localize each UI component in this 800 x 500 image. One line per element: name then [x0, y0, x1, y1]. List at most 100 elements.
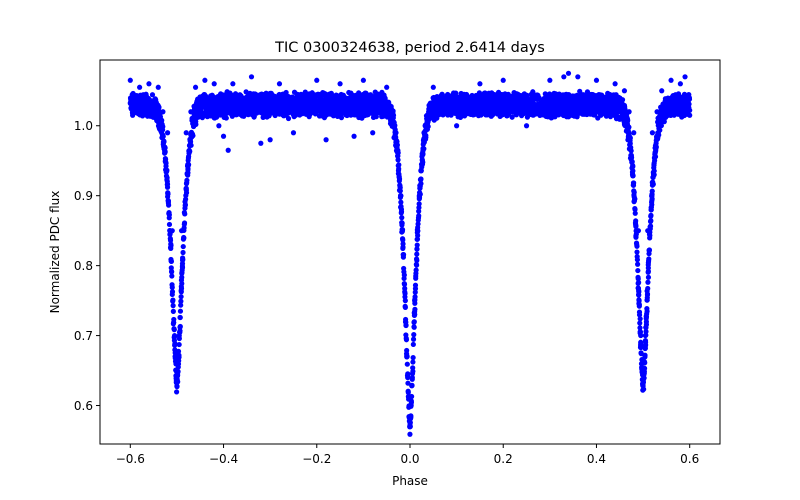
data-point: [290, 130, 297, 136]
data-point: [173, 368, 179, 374]
data-point: [464, 99, 470, 105]
data-point: [165, 190, 171, 197]
data-point: [127, 77, 133, 83]
data-point: [659, 88, 665, 94]
data-point: [358, 102, 364, 108]
data-point: [386, 99, 392, 105]
data-point: [247, 98, 253, 104]
data-point: [533, 111, 539, 117]
data-point: [561, 105, 567, 111]
data-point: [321, 105, 327, 111]
chart-title: TIC 0300324638, period 2.6414 days: [274, 40, 545, 56]
data-point: [389, 116, 395, 122]
data-point: [178, 228, 185, 234]
data-point: [676, 100, 683, 107]
data-point: [276, 81, 283, 87]
data-point: [314, 77, 320, 83]
data-point: [541, 112, 547, 118]
data-point: [635, 280, 641, 286]
data-point: [656, 116, 662, 122]
data-point: [315, 98, 322, 104]
data-point: [445, 112, 451, 118]
data-point: [183, 130, 189, 136]
data-point: [642, 352, 648, 358]
data-point: [625, 129, 631, 135]
x-tick-label: 0.4: [587, 452, 606, 466]
data-point: [178, 277, 185, 283]
data-point: [687, 112, 693, 118]
data-point: [640, 377, 646, 383]
data-point: [650, 171, 657, 177]
data-point: [677, 81, 683, 87]
data-point: [156, 120, 162, 126]
data-point: [269, 92, 276, 98]
data-point: [574, 105, 580, 112]
data-point: [634, 249, 640, 255]
data-point: [529, 97, 535, 103]
data-point: [658, 123, 664, 129]
data-point: [433, 98, 440, 105]
data-point: [654, 136, 661, 142]
data-point: [178, 298, 184, 304]
data-point: [575, 74, 581, 80]
data-point: [417, 185, 423, 191]
data-point: [178, 294, 184, 300]
data-point: [169, 284, 175, 290]
data-point: [603, 110, 609, 116]
data-point: [403, 337, 410, 343]
data-point: [188, 109, 194, 115]
data-point: [187, 148, 193, 154]
data-point: [290, 108, 296, 114]
data-point: [668, 112, 674, 119]
data-point: [500, 77, 506, 83]
data-point: [181, 220, 188, 226]
data-point: [192, 84, 199, 90]
data-point: [645, 274, 652, 280]
data-point: [644, 308, 650, 314]
data-point: [553, 102, 559, 108]
data-point: [640, 387, 646, 393]
data-point: [366, 105, 372, 111]
data-point: [420, 146, 426, 153]
data-point: [633, 218, 639, 224]
data-point: [195, 104, 201, 110]
data-point: [676, 110, 682, 116]
data-point: [162, 145, 168, 151]
data-point: [474, 101, 480, 107]
data-point: [361, 93, 367, 100]
data-point: [187, 136, 193, 142]
data-point: [293, 104, 299, 110]
data-point: [167, 237, 174, 243]
data-point: [376, 95, 382, 101]
data-point: [259, 106, 266, 112]
data-point: [418, 181, 424, 187]
data-point: [160, 109, 166, 115]
data-point: [487, 105, 493, 111]
data-point: [248, 74, 255, 80]
data-point: [164, 184, 171, 190]
data-point: [546, 108, 552, 114]
data-point: [227, 93, 233, 99]
data-point: [621, 88, 628, 94]
data-point: [667, 96, 673, 102]
data-point: [524, 100, 530, 106]
data-point: [421, 130, 427, 136]
data-point: [180, 249, 186, 256]
data-point: [176, 341, 182, 348]
data-point: [400, 237, 406, 243]
data-point: [179, 261, 186, 267]
data-point: [635, 267, 641, 274]
data-point: [410, 341, 416, 348]
data-point: [136, 101, 143, 107]
data-point: [149, 111, 155, 117]
data-point: [144, 112, 151, 119]
data-point: [649, 202, 655, 208]
data-point: [686, 95, 692, 101]
data-point: [145, 103, 151, 110]
data-point: [626, 124, 632, 130]
data-point: [474, 96, 480, 102]
data-point: [151, 98, 157, 104]
data-point: [596, 101, 602, 107]
data-point: [414, 227, 420, 233]
